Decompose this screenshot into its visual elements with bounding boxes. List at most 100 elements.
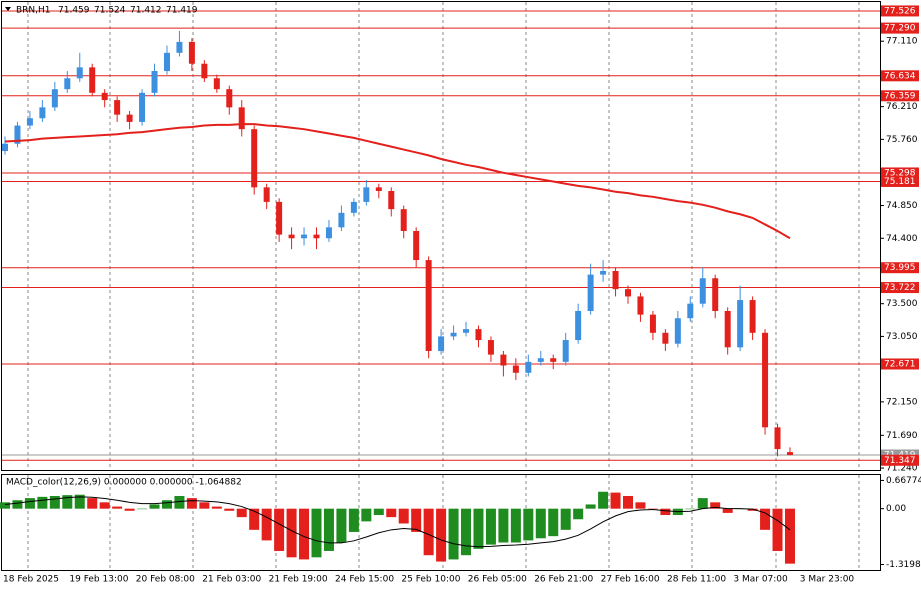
macd-bar	[336, 508, 347, 543]
candle-body	[475, 329, 482, 341]
y-tick-label: 74.400	[886, 234, 918, 244]
y-tick-label: 73.500	[886, 299, 918, 309]
macd-bar	[398, 508, 409, 524]
x-tick-label: 19 Feb 13:00	[69, 575, 128, 585]
level-tag	[881, 282, 919, 294]
candle-body	[163, 52, 170, 72]
x-tick-label: 20 Feb 08:00	[136, 575, 195, 585]
candle-body	[425, 260, 432, 351]
level-label: 76.634	[884, 71, 916, 81]
macd-bar	[498, 508, 509, 543]
macd-bar	[448, 508, 459, 560]
candle-body	[500, 354, 507, 366]
macd-bar	[87, 498, 98, 509]
macd-bar	[348, 508, 359, 532]
macd-signal	[4, 496, 791, 548]
macd-bar	[461, 508, 472, 556]
candle-body	[26, 118, 33, 126]
candle-body	[139, 92, 146, 122]
macd-bar	[161, 500, 172, 509]
macd-bar	[323, 508, 334, 551]
macd-bar	[174, 495, 185, 509]
level-tag	[881, 175, 919, 187]
macd-bar	[535, 508, 546, 539]
grid	[27, 2, 884, 570]
macd-bar	[274, 508, 285, 551]
macd-bar	[12, 500, 23, 509]
candle-body	[39, 107, 46, 119]
candle-body	[251, 129, 258, 188]
candle-body	[600, 270, 607, 275]
candle-body	[363, 187, 370, 202]
candle-body	[712, 278, 719, 311]
macd-bar	[137, 508, 148, 510]
y-tick-label: 73.050	[886, 332, 918, 342]
macd-bar	[423, 508, 434, 556]
macd-bar	[249, 508, 260, 530]
macd-bar	[361, 508, 372, 522]
macd-panel	[1, 474, 881, 571]
header-value: 71.412	[130, 6, 162, 16]
macd-bar	[660, 508, 671, 516]
x-tick-label: 26 Feb 05:00	[468, 575, 527, 585]
level-tag	[881, 167, 919, 179]
macd-bar	[49, 495, 60, 509]
macd-bar	[485, 508, 496, 545]
macd-bar	[99, 502, 110, 509]
macd-bar	[373, 508, 384, 516]
macd-bar	[647, 508, 658, 510]
y-tick-label: 74.850	[886, 201, 918, 211]
macd-bar	[286, 508, 297, 558]
candle-body	[687, 303, 694, 319]
candle-body	[649, 314, 656, 333]
candle-body	[375, 187, 382, 191]
candle-body	[487, 340, 494, 355]
candle-body	[114, 100, 121, 115]
macd-bar	[236, 508, 247, 518]
y-tick-label: 71.240	[886, 464, 918, 474]
y-tick-label: -1.319803	[886, 560, 921, 570]
macd-bar	[623, 495, 633, 509]
y-tick-label: 72.150	[886, 397, 918, 407]
candle-body	[313, 234, 320, 239]
macd-bar	[224, 508, 235, 511]
labels: 77.110 76.210 75.760 74.850 74.400 73.500 73.0…	[3, 5, 921, 585]
candle-body	[612, 270, 619, 290]
candle-body	[51, 89, 58, 108]
level-label: 71.347	[884, 456, 916, 466]
level-label: 72.671	[884, 359, 916, 369]
macd-bar	[24, 498, 35, 509]
macd-bar	[186, 498, 197, 509]
level-tag	[881, 22, 919, 34]
candle-body	[388, 190, 395, 210]
y-tick-label: 76.210	[886, 102, 918, 112]
macd-bar	[199, 502, 210, 509]
level-tag	[881, 454, 919, 466]
level-tag	[881, 90, 919, 102]
candle-body	[637, 296, 644, 315]
macd-bar	[747, 508, 758, 511]
macd-bar	[722, 508, 733, 513]
header-value: 71.459	[58, 6, 90, 16]
macd-bar	[386, 508, 397, 518]
macd-bar	[784, 508, 795, 564]
macd-bar	[548, 508, 559, 537]
y-tick-label: 0.00	[886, 504, 906, 514]
candle-body	[438, 336, 445, 351]
macd-bar	[436, 508, 447, 562]
candle-body	[151, 71, 158, 93]
candle-body	[188, 41, 195, 64]
candle-body	[76, 67, 83, 79]
macd-bar	[510, 508, 521, 543]
candle-body	[101, 92, 108, 101]
level-label: 77.290	[884, 24, 916, 34]
candle-body	[699, 278, 706, 304]
macd-bar	[149, 504, 160, 509]
candle-body	[575, 310, 582, 341]
macd-bar	[573, 508, 584, 520]
candle-body	[301, 234, 308, 239]
candle-body	[674, 318, 681, 344]
candle-body	[14, 125, 21, 144]
candle-body	[774, 427, 781, 450]
